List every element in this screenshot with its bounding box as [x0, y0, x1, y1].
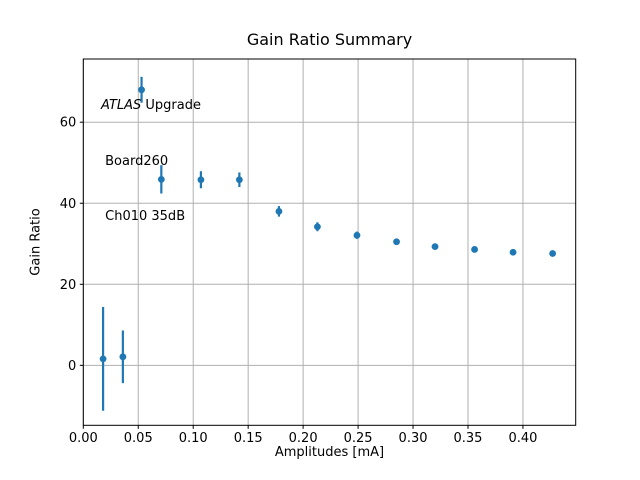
data-point — [138, 86, 145, 94]
data-point — [235, 176, 243, 184]
x-tick-label: 0.10 — [179, 431, 208, 446]
data-point — [157, 175, 165, 183]
data-point — [99, 355, 107, 363]
data-point — [275, 207, 283, 215]
y-tick-label: 40 — [60, 197, 77, 212]
data-point — [353, 231, 361, 239]
x-tick-label: 0.00 — [69, 431, 98, 446]
data-point — [119, 353, 127, 361]
y-tick-label: 20 — [60, 278, 77, 293]
x-tick-label: 0.30 — [399, 431, 428, 446]
data-point — [197, 176, 205, 184]
plot-frame — [82, 58, 577, 426]
data-point — [314, 223, 321, 231]
annotation-line-2: Board260 — [101, 153, 169, 169]
x-tick-label: 0.20 — [289, 431, 318, 446]
data-point — [471, 246, 478, 253]
y-tick-label: 0 — [68, 359, 76, 374]
annotation-upgrade: Upgrade — [141, 98, 201, 113]
data-point — [431, 243, 439, 251]
data-point — [509, 248, 517, 256]
annotation-line-1: ATLAS Upgrade — [101, 97, 201, 116]
chart-title: Gain Ratio Summary — [246, 30, 413, 49]
x-tick-label: 0.35 — [454, 431, 483, 446]
x-tick-label: 0.25 — [344, 431, 373, 446]
x-axis-label: Amplitudes [mA] — [274, 445, 385, 460]
data-point — [393, 238, 400, 246]
x-tick-label: 0.40 — [508, 431, 537, 446]
y-axis-label: Gain Ratio — [28, 208, 44, 276]
annotation-atlas: ATLAS — [101, 98, 142, 113]
x-tick-label: 0.05 — [124, 431, 153, 446]
x-tick-label: 0.15 — [234, 431, 263, 446]
data-point — [549, 250, 557, 257]
annotation-line-3: Ch010 35dB — [101, 209, 186, 224]
y-tick-label: 60 — [60, 116, 77, 131]
annotation-block: ATLAS Upgrade Board260 Ch010 35dB — [101, 60, 201, 264]
